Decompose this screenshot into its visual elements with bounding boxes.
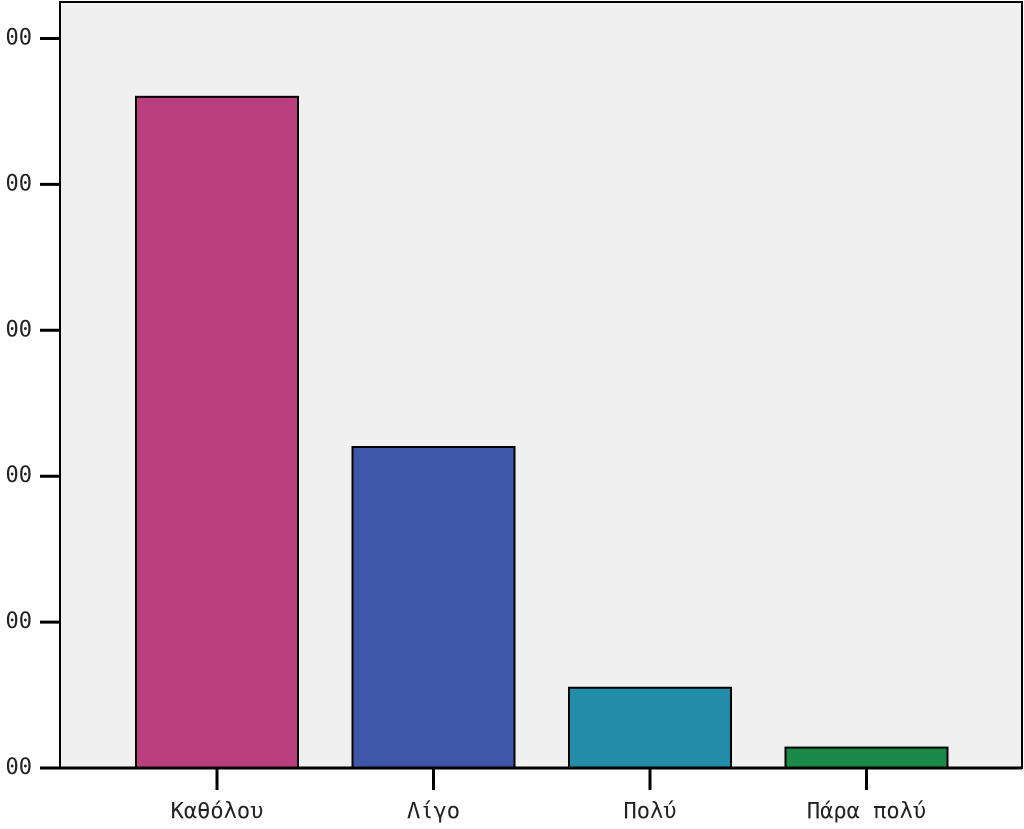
y-tick-label: 00	[6, 171, 33, 196]
bar	[568, 686, 732, 769]
y-tick-label: 00	[6, 25, 33, 50]
y-tick-label: 00	[6, 463, 33, 488]
bar	[784, 746, 949, 769]
x-tick-label: Πάρα πολύ	[807, 799, 926, 824]
bar	[351, 446, 516, 769]
x-tick-label: Καθόλου	[171, 799, 264, 824]
y-tick-label: 00	[6, 755, 33, 780]
y-tick-label: 00	[6, 609, 33, 634]
x-tick-label: Λίγο	[407, 799, 460, 824]
y-tick-label: 00	[6, 317, 33, 342]
x-tick-label: Πολύ	[624, 799, 677, 824]
bar	[135, 95, 299, 770]
